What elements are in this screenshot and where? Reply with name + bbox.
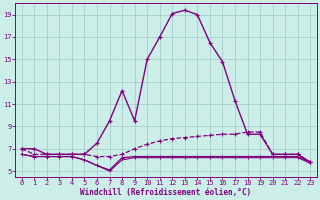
X-axis label: Windchill (Refroidissement éolien,°C): Windchill (Refroidissement éolien,°C) (80, 188, 252, 197)
